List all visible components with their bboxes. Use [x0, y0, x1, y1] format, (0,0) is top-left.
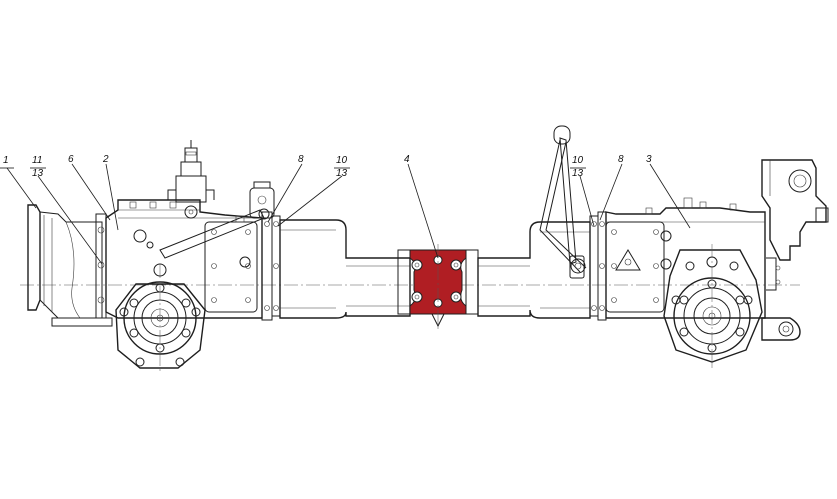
- left-axle-tube: [279, 219, 411, 319]
- callout-8-left: 8: [298, 154, 304, 165]
- right-axle-tube: [477, 221, 591, 319]
- callout-4: 4: [404, 154, 410, 165]
- callout-labels: 1 11 13 6 2 8 10 13 4 10 13 8 3: [3, 154, 652, 179]
- callout-8-right: 8: [618, 154, 624, 165]
- right-mount-bracket: [761, 159, 829, 341]
- callout-11-sub: 13: [32, 168, 44, 179]
- callout-10-right-sub: 13: [572, 168, 584, 179]
- callout-2: 2: [102, 154, 109, 165]
- left-flange-housing: [27, 204, 113, 327]
- left-wheel-hub: [115, 263, 206, 372]
- left-upper-mechanism: [167, 140, 215, 219]
- callout-6: 6: [68, 154, 74, 165]
- central-pivot-block: [397, 244, 479, 330]
- left-tube-flange: [261, 211, 281, 321]
- callout-3: 3: [646, 154, 652, 165]
- right-wheel-hub: [663, 244, 763, 368]
- left-linkage-rod: [159, 181, 275, 259]
- callout-11: 11: [32, 155, 42, 166]
- callout-10-right: 10: [572, 155, 584, 166]
- right-control-lever: [539, 125, 587, 279]
- right-gearbox-housing: [605, 197, 766, 319]
- callout-1: 1: [3, 155, 9, 166]
- right-tube-flange: [589, 211, 607, 321]
- leader-lines: [0, 163, 691, 265]
- callout-10-left-sub: 13: [336, 168, 348, 179]
- callout-10-left: 10: [336, 155, 348, 166]
